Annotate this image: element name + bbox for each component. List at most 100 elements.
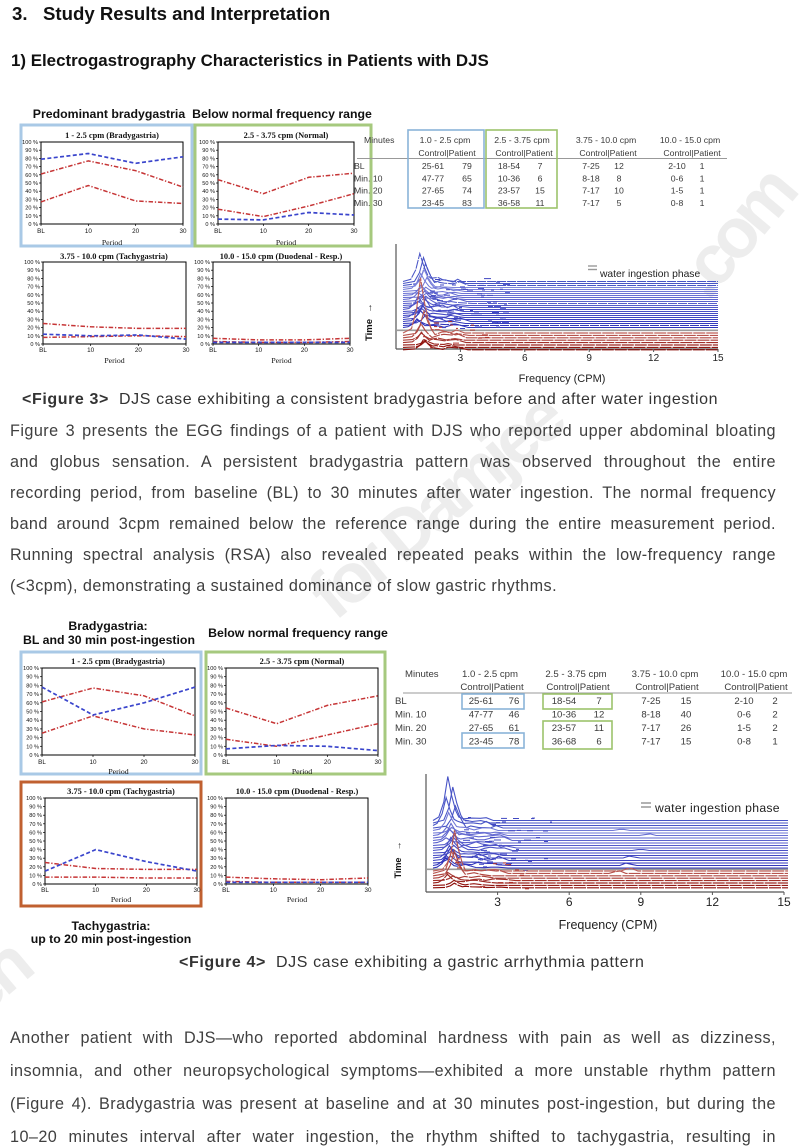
svg-text:0 %: 0 %	[205, 222, 215, 228]
svg-text:Below normal frequency range: Below normal frequency range	[192, 107, 372, 121]
svg-text:20 %: 20 %	[25, 206, 38, 212]
svg-text:Min. 30: Min. 30	[395, 737, 426, 748]
svg-text:70 %: 70 %	[197, 285, 210, 291]
svg-text:30 %: 30 %	[202, 197, 215, 203]
svg-text:10: 10	[87, 347, 95, 354]
svg-text:74: 74	[462, 186, 472, 196]
svg-text:10.0 - 15.0 cpm (Duodenal - Re: 10.0 - 15.0 cpm (Duodenal - Resp.)	[220, 252, 343, 261]
svg-text:65: 65	[462, 173, 472, 183]
svg-text:26: 26	[681, 723, 692, 734]
svg-text:30: 30	[193, 887, 201, 894]
svg-text:Control|Patient: Control|Patient	[495, 148, 553, 158]
svg-text:80 %: 80 %	[210, 683, 223, 689]
svg-text:50 %: 50 %	[197, 301, 210, 307]
svg-text:Time: Time	[393, 858, 403, 879]
svg-text:20 %: 20 %	[26, 736, 39, 742]
svg-text:100 %: 100 %	[23, 666, 39, 672]
svg-text:20 %: 20 %	[210, 736, 223, 742]
svg-text:18-54: 18-54	[552, 696, 577, 707]
svg-text:BL: BL	[222, 887, 230, 894]
svg-text:40 %: 40 %	[26, 718, 39, 724]
svg-text:BL: BL	[222, 759, 230, 766]
svg-text:10 %: 10 %	[25, 214, 38, 220]
svg-text:60 %: 60 %	[27, 293, 40, 299]
svg-text:Period: Period	[111, 895, 131, 904]
svg-text:20: 20	[140, 759, 148, 766]
svg-text:30: 30	[364, 887, 372, 894]
svg-text:15: 15	[535, 186, 545, 196]
svg-text:Min. 10: Min. 10	[395, 710, 426, 721]
svg-text:10: 10	[92, 887, 100, 894]
svg-text:Frequency (CPM): Frequency (CPM)	[559, 918, 658, 932]
svg-text:10 %: 10 %	[210, 873, 223, 879]
svg-text:100 %: 100 %	[26, 796, 42, 802]
svg-text:Control|Patient: Control|Patient	[663, 148, 721, 158]
svg-text:Below normal frequency range: Below normal frequency range	[208, 626, 388, 640]
svg-text:40 %: 40 %	[210, 718, 223, 724]
svg-text:83: 83	[462, 198, 472, 208]
svg-text:10: 10	[273, 759, 281, 766]
svg-text:20 %: 20 %	[29, 865, 42, 871]
svg-text:90 %: 90 %	[25, 148, 38, 154]
svg-text:10: 10	[255, 347, 263, 354]
svg-text:100 %: 100 %	[207, 796, 223, 802]
svg-text:30 %: 30 %	[210, 856, 223, 862]
svg-text:3.75 - 10.0 cpm: 3.75 - 10.0 cpm	[576, 135, 636, 145]
svg-text:78: 78	[509, 737, 520, 748]
svg-text:Min. 20: Min. 20	[395, 723, 426, 734]
svg-text:90 %: 90 %	[202, 148, 215, 154]
svg-text:Period: Period	[276, 238, 296, 247]
svg-text:30: 30	[346, 347, 354, 354]
svg-text:50 %: 50 %	[29, 839, 42, 845]
svg-text:30 %: 30 %	[197, 317, 210, 323]
svg-text:→: →	[364, 303, 375, 313]
svg-text:7-17: 7-17	[582, 198, 600, 208]
svg-text:79: 79	[462, 161, 472, 171]
svg-text:3: 3	[458, 353, 464, 364]
svg-text:15: 15	[712, 353, 724, 364]
svg-text:10: 10	[85, 228, 93, 235]
svg-text:60 %: 60 %	[29, 830, 42, 836]
svg-text:BL: BL	[214, 228, 222, 235]
svg-text:1: 1	[700, 173, 705, 183]
svg-text:70 %: 70 %	[27, 285, 40, 291]
svg-text:12: 12	[594, 710, 605, 721]
svg-text:100 %: 100 %	[24, 260, 40, 266]
svg-text:20: 20	[305, 228, 313, 235]
svg-text:6: 6	[566, 895, 573, 909]
svg-text:90 %: 90 %	[26, 675, 39, 681]
svg-text:30 %: 30 %	[26, 727, 39, 733]
svg-text:1: 1	[700, 161, 705, 171]
svg-text:40 %: 40 %	[210, 848, 223, 854]
svg-text:60 %: 60 %	[202, 173, 215, 179]
svg-text:3.75 - 10.0 cpm (Tachygastria): 3.75 - 10.0 cpm (Tachygastria)	[60, 252, 168, 261]
svg-text:2.5 - 3.75 cpm (Normal): 2.5 - 3.75 cpm (Normal)	[260, 657, 345, 666]
svg-text:Period: Period	[271, 356, 291, 365]
svg-text:30 %: 30 %	[27, 317, 40, 323]
svg-text:40: 40	[681, 710, 692, 721]
svg-text:7-25: 7-25	[582, 161, 600, 171]
svg-text:0 %: 0 %	[213, 882, 223, 888]
svg-text:BL: BL	[41, 887, 49, 894]
svg-text:70 %: 70 %	[29, 822, 42, 828]
svg-text:12: 12	[648, 353, 660, 364]
svg-text:1 - 2.5 cpm (Bradygastria): 1 - 2.5 cpm (Bradygastria)	[65, 131, 159, 140]
svg-text:20 %: 20 %	[210, 865, 223, 871]
svg-text:50 %: 50 %	[26, 710, 39, 716]
svg-text:0 %: 0 %	[30, 342, 40, 348]
svg-text:20: 20	[132, 228, 140, 235]
svg-text:Minutes: Minutes	[364, 135, 395, 145]
svg-text:30: 30	[191, 759, 199, 766]
svg-text:7: 7	[596, 696, 601, 707]
svg-text:10: 10	[89, 759, 97, 766]
svg-text:Frequency (CPM): Frequency (CPM)	[519, 373, 606, 385]
svg-text:10-36: 10-36	[498, 173, 520, 183]
svg-text:36-68: 36-68	[552, 737, 577, 748]
svg-text:2.5 - 3.75 cpm (Normal): 2.5 - 3.75 cpm (Normal)	[244, 131, 329, 140]
svg-text:Bradygastria:: Bradygastria:	[68, 619, 147, 633]
svg-text:BL: BL	[37, 228, 45, 235]
svg-text:40 %: 40 %	[27, 309, 40, 315]
svg-text:10-36: 10-36	[552, 710, 577, 721]
svg-text:7-25: 7-25	[641, 696, 660, 707]
svg-text:→: →	[393, 842, 403, 851]
